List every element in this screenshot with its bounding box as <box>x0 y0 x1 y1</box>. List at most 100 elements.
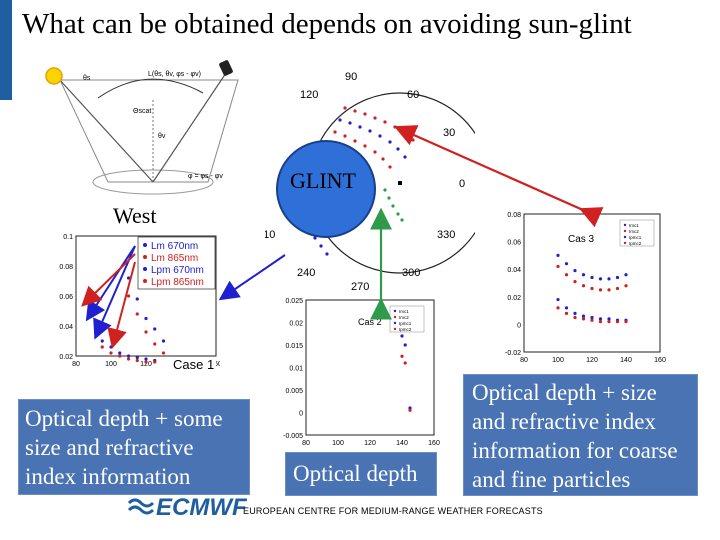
legend-entry: Imc1 <box>399 309 409 314</box>
case3-title: Cas 3 <box>568 234 595 245</box>
y-tick-label: 0.005 <box>285 388 303 395</box>
x-tick-label: 80 <box>520 357 528 364</box>
y-tick-label: 0.04 <box>59 324 73 331</box>
angle-label-120: 120 <box>300 89 318 101</box>
data-point <box>118 354 122 358</box>
polar-point <box>319 244 323 248</box>
legend-entry: Lm 670nm <box>151 241 198 252</box>
data-point <box>624 320 628 324</box>
data-point <box>403 343 407 347</box>
y-tick-label: 0.04 <box>507 267 521 274</box>
data-point <box>153 327 157 331</box>
polar-point <box>378 134 382 138</box>
polar-point <box>358 125 362 129</box>
left-accent-bar <box>0 0 12 540</box>
legend-entry: Ipmc1 <box>629 235 642 240</box>
polar-point <box>363 144 367 148</box>
y-tick-label: -0.005 <box>283 433 303 440</box>
y-tick-label: -0.02 <box>505 350 521 357</box>
angle-label-270: 270 <box>351 281 369 293</box>
case2-title: Cas 2 <box>358 317 382 327</box>
x-tick-label: 120 <box>364 440 376 447</box>
legend-marker <box>623 241 627 245</box>
y-tick-label: 0.06 <box>59 294 73 301</box>
legend-marker <box>143 243 147 247</box>
angle-label-90: 90 <box>345 71 357 83</box>
geometry-frame <box>59 79 239 183</box>
glint-label: GLINT <box>290 168 356 193</box>
y-tick-label: 0 <box>517 322 521 329</box>
sun-icon <box>45 67 63 85</box>
data-point <box>135 312 139 316</box>
data-point <box>564 311 569 315</box>
case2-description-box: Optical depth <box>285 452 437 496</box>
data-point <box>126 276 131 280</box>
polar-point <box>348 121 352 125</box>
data-point <box>556 264 560 269</box>
data-point <box>153 342 157 346</box>
data-point <box>144 316 148 321</box>
polar-point <box>363 112 367 116</box>
view-angle-label: θv <box>158 133 166 140</box>
legend-entry: Imc1 <box>629 223 639 228</box>
polar-point <box>338 118 342 122</box>
polar-point <box>353 139 357 143</box>
data-point <box>556 253 560 257</box>
data-point <box>556 306 560 310</box>
angle-label-300: 300 <box>402 267 420 279</box>
x-tick-label: 160 <box>654 357 666 364</box>
data-point <box>135 355 139 360</box>
angle-label-330: 330 <box>437 229 455 241</box>
polar-point <box>373 116 377 120</box>
legend-marker <box>623 229 627 233</box>
data-point <box>607 288 611 292</box>
data-point <box>607 317 611 321</box>
x-tick-label: 100 <box>332 440 344 447</box>
scatter-angle-label: Θscat <box>133 108 151 115</box>
x-tick-label: 120 <box>140 361 152 368</box>
data-point <box>144 357 148 361</box>
polar-point <box>353 109 357 113</box>
data-point <box>556 297 560 302</box>
legend-entry: Imc2 <box>399 315 409 320</box>
blue-arrow-west <box>218 254 286 301</box>
data-point <box>615 320 620 324</box>
legend-entry: Lm 865nm <box>151 253 198 264</box>
y-tick-label: 0.08 <box>59 264 73 271</box>
data-point <box>400 334 404 338</box>
data-point <box>581 284 586 288</box>
data-point <box>408 408 412 412</box>
y-tick-label: 0.02 <box>59 354 73 361</box>
legend-entry: Imc2 <box>629 229 639 234</box>
data-point <box>598 277 603 281</box>
legend-marker <box>143 279 147 283</box>
radiance-formula: L(θs, θv, φs - φv) <box>148 71 201 78</box>
legend-marker <box>393 309 397 313</box>
azimuth-formula: φ = φs - φv <box>188 173 223 180</box>
y-tick-label: 0.1 <box>63 234 73 241</box>
data-point <box>144 330 148 334</box>
y-tick-label: 0.01 <box>289 366 303 373</box>
glint-region <box>276 140 376 238</box>
legend-marker <box>393 315 397 319</box>
angle-label-60: 60 <box>407 89 419 101</box>
data-point <box>126 294 131 298</box>
view-ray-line <box>152 69 229 183</box>
legend-marker <box>623 223 627 227</box>
legend-entry: Ipmc2 <box>399 327 412 332</box>
case1-legend-box <box>137 236 216 290</box>
data-point <box>573 280 577 284</box>
data-point <box>161 339 166 343</box>
scattering-geometry-diagram: θs L(θs, θv, φs - φv) Θscat θv φ = φs - … <box>45 60 239 195</box>
ecmwf-logo-icon <box>127 498 155 515</box>
data-point <box>624 273 628 277</box>
angle-label-210: 210 <box>265 229 275 241</box>
data-point <box>573 311 577 315</box>
legend-marker <box>143 255 147 259</box>
case1-description-box: Optical depth + some size and refractive… <box>18 399 250 495</box>
x-tick-label: 140 <box>620 357 632 364</box>
legend-entry: Lpm 865nm <box>151 277 204 288</box>
y-tick-label: 0.06 <box>507 240 521 247</box>
polar-point <box>381 157 385 161</box>
